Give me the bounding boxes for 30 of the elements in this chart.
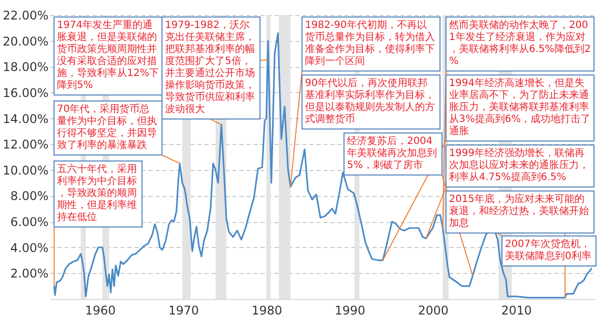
y-tick-label: 22.00% — [2, 8, 48, 22]
y-tick-label: 6.00% — [10, 215, 48, 230]
y-tick-label: 4.00% — [10, 240, 48, 255]
x-tick-label: 1980 — [252, 304, 282, 318]
annotation: 1979-1982，沃尔克出任美联储主席，把联邦基准利率的幅度范围扩大了5倍，并主要通过公开市场操作影响货币政策，导致货币供应和利率波动很大 — [165, 19, 255, 115]
y-tick-label: 14.00% — [2, 112, 48, 126]
x-tick-label: 1960 — [85, 304, 116, 318]
annotation: 2007年次贷危机，美联储降息到0利率 — [505, 238, 592, 262]
y-tick-label: 18.00% — [2, 60, 48, 74]
annotation: 五六十年代，采用利率作为中介目标，导致政策的顺周期性，但是利率维持在低位 — [57, 163, 137, 223]
x-tick-label: 1970 — [168, 304, 199, 318]
annotation: 1974年发生严重的通胀衰退，但是美联储的货币政策先顺周期性并没有采取合适的应对措施，导致利率从12%下降到5% — [57, 19, 160, 91]
y-tick-label: 2.00% — [10, 266, 48, 281]
annotation: 1994年经济高速增长，但是失业率居高不下，为了防止未来通胀压力，美联储将联邦基准利率从3%提高到6%，成功地打击了通胀 — [449, 77, 591, 137]
annotation: 2015年底，为应对未来可能的衰退，和经济过热，美联储开始加息 — [449, 193, 589, 229]
y-tick-label: 12.00% — [2, 138, 48, 152]
y-tick-label: 16.00% — [2, 86, 48, 100]
annotation: 70年代，采用货币总量作为中介目标，但执行得不够坚定，并因导致了利率的暴涨暴跌 — [57, 103, 157, 151]
y-tick-label: 20.00% — [2, 34, 48, 48]
y-tick-label: 10.00% — [2, 163, 48, 178]
annotation: 经济复苏后，2004年美联储再次加息到5%，刺破了房市 — [347, 135, 437, 171]
y-tick-label: 8.00% — [10, 189, 48, 204]
annotation: 1999年经济强劲增长，联储再次加息以应对未来的通胀压力，利率从4.75%提高到6.5% — [449, 147, 589, 183]
line-series — [53, 32, 592, 299]
annotation: 然而美联储的动作太晚了，2001年发生了经济衰退，作为应对，美联储将利率从6.5%降低到2% — [449, 19, 591, 67]
annotation: 1982-90年代初期，不再以货币总量作为目标，转为借入准备金作为目标，使得利率下降到一个区间 — [305, 19, 435, 67]
x-tick-label: 2010 — [501, 304, 532, 318]
x-tick-label: 1990 — [334, 304, 366, 318]
annotation: 90年代以后，再次使用联邦基准利率实际利率作为目标，但是以泰勒规则先发制人的方式调整货币 — [305, 77, 435, 125]
x-tick-label: 2000 — [418, 304, 449, 318]
